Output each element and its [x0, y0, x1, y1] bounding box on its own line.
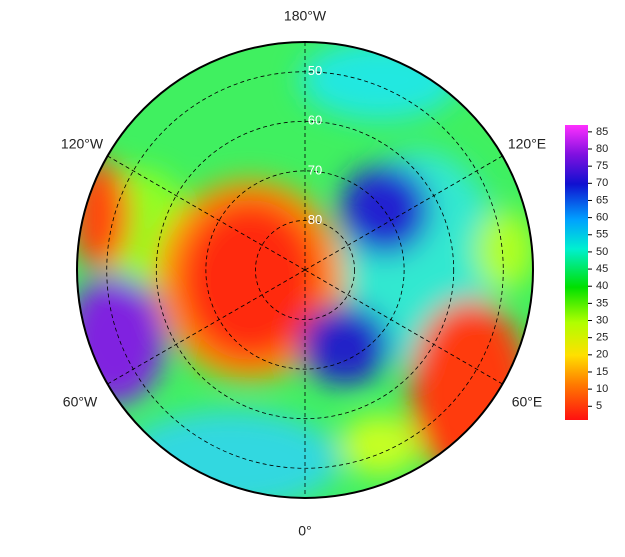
colorbar-tick-label: 40 — [596, 280, 608, 292]
colorbar-tick-label: 55 — [596, 229, 608, 241]
colorbar-tick-label: 15 — [596, 366, 608, 378]
colorbar-tick-label: 30 — [596, 314, 608, 326]
colorbar-tick-label: 10 — [596, 383, 608, 395]
lon-label: 120°W — [61, 136, 104, 152]
latitude-circle — [155, 120, 455, 420]
colorbar-tick-label: 20 — [596, 349, 608, 361]
lon-label: 120°E — [508, 136, 546, 152]
colorbar-tick-label: 45 — [596, 263, 608, 275]
colorbar-tick-label: 50 — [596, 246, 608, 258]
meridian — [304, 155, 503, 271]
lon-label: 60°W — [63, 394, 98, 410]
meridian — [107, 155, 306, 271]
lat-label: 50 — [308, 63, 322, 78]
meridian — [107, 269, 306, 385]
latitude-circle — [106, 71, 504, 469]
lat-label: 60 — [308, 113, 322, 128]
colorbar-tick-label: 35 — [596, 297, 608, 309]
latitude-circle — [205, 170, 405, 370]
colorbar-tick-label: 75 — [596, 160, 608, 172]
lat-label: 70 — [308, 162, 322, 177]
colorbar-tick-label: 65 — [596, 194, 608, 206]
graticule — [106, 42, 504, 498]
colorbar-tick-label: 60 — [596, 212, 608, 224]
colorbar-tick-label: 85 — [596, 126, 608, 138]
meridian — [304, 269, 503, 385]
lon-label: 60°E — [512, 394, 543, 410]
colorbar-tick-label: 70 — [596, 177, 608, 189]
colorbar-ticks: 5 10 15 20 25 30 35 40 45 50 55 60 65 70 75 80 85 — [588, 126, 608, 412]
latitude-labels: 50 60 70 80 — [308, 63, 322, 227]
colorbar — [565, 125, 588, 420]
lon-label: 180°W — [284, 8, 327, 24]
colorbar-tick-label: 25 — [596, 332, 608, 344]
lat-label: 80 — [308, 212, 322, 227]
colorbar-tick-label: 80 — [596, 143, 608, 155]
colorbar-tick-label: 5 — [596, 400, 602, 412]
latitude-circle — [255, 220, 355, 320]
lon-label: 0° — [298, 523, 311, 539]
